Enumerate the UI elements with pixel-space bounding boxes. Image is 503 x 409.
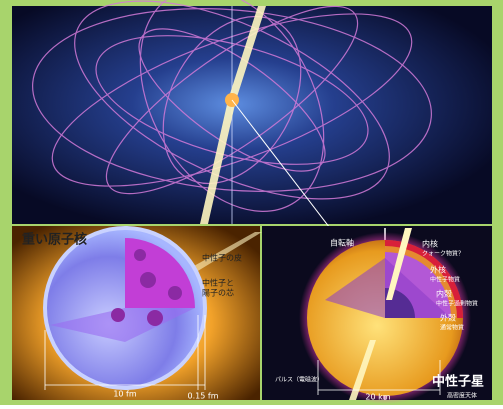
label: 中性子と bbox=[202, 278, 234, 288]
dimension-lines bbox=[317, 360, 441, 395]
layer-material: 通常物質 bbox=[440, 324, 464, 332]
label: 陽子の芯 bbox=[202, 288, 234, 298]
pulse-beam bbox=[200, 6, 266, 224]
layer-material: 中性子物質 bbox=[430, 276, 460, 284]
label: 自転軸 bbox=[330, 238, 354, 248]
label: 中性子の皮 bbox=[202, 253, 242, 263]
layer-name: 内殻 bbox=[436, 289, 452, 299]
layer-name: 内核 bbox=[422, 239, 438, 249]
layer-material: クォーク物質？ bbox=[422, 250, 464, 258]
layer-material: 中性子過剰物質 bbox=[436, 300, 478, 308]
pulse-beam bbox=[349, 340, 376, 400]
dimension: 10 fm bbox=[113, 390, 137, 399]
label: パルス（電磁波） bbox=[275, 376, 323, 384]
star-title: 中性子星 bbox=[432, 374, 484, 390]
pulse-beam bbox=[386, 228, 412, 300]
dimension: 0.15 fm bbox=[188, 392, 219, 401]
nucleus-title: 重い原子核 bbox=[22, 232, 87, 248]
dimension-lines bbox=[44, 315, 206, 390]
nucleons bbox=[111, 249, 182, 326]
cut-face bbox=[325, 258, 451, 318]
star-subtitle: 高密度天体 bbox=[447, 392, 477, 400]
dimension: 20 km bbox=[365, 393, 390, 402]
layer-name: 外殻 bbox=[440, 313, 456, 323]
layer-name: 外核 bbox=[430, 265, 446, 275]
